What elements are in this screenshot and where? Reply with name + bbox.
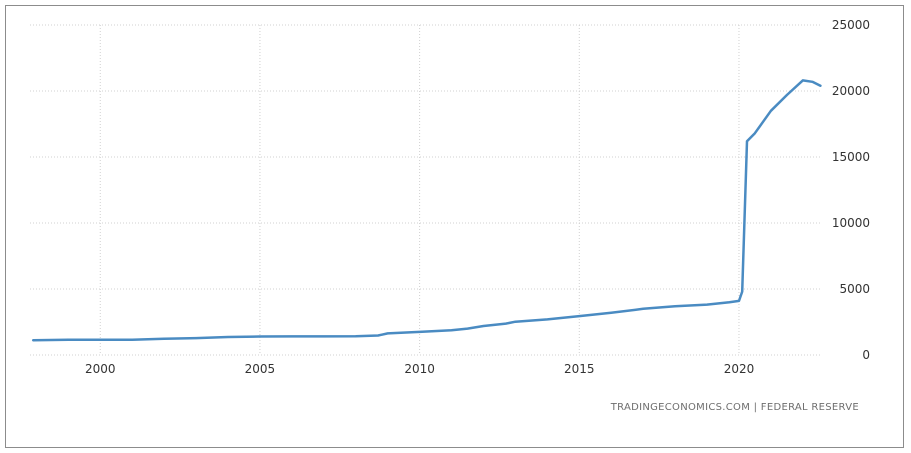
y-axis-ticks: 0 5000 10000 15000 20000 25000 xyxy=(832,18,870,362)
x-tick-label: 2015 xyxy=(564,362,595,376)
x-tick-label: 2010 xyxy=(404,362,435,376)
x-tick-label: 2000 xyxy=(85,362,116,376)
series-layer xyxy=(31,79,822,342)
y-tick-label: 0 xyxy=(862,348,870,362)
y-tick-label: 20000 xyxy=(832,84,870,98)
series-line xyxy=(31,79,822,342)
x-tick-label: 2020 xyxy=(724,362,755,376)
x-axis-ticks: 2000 2005 2010 2015 2020 xyxy=(85,362,754,376)
y-tick-label: 10000 xyxy=(832,216,870,230)
y-tick-label: 25000 xyxy=(832,18,870,32)
y-tick-label: 15000 xyxy=(832,150,870,164)
y-tick-label: 5000 xyxy=(839,282,870,296)
x-tick-label: 2005 xyxy=(245,362,276,376)
grid-lines xyxy=(30,24,822,356)
source-credit: TRADINGECONOMICS.COM | FEDERAL RESERVE xyxy=(610,402,859,413)
chart-frame xyxy=(5,5,904,448)
